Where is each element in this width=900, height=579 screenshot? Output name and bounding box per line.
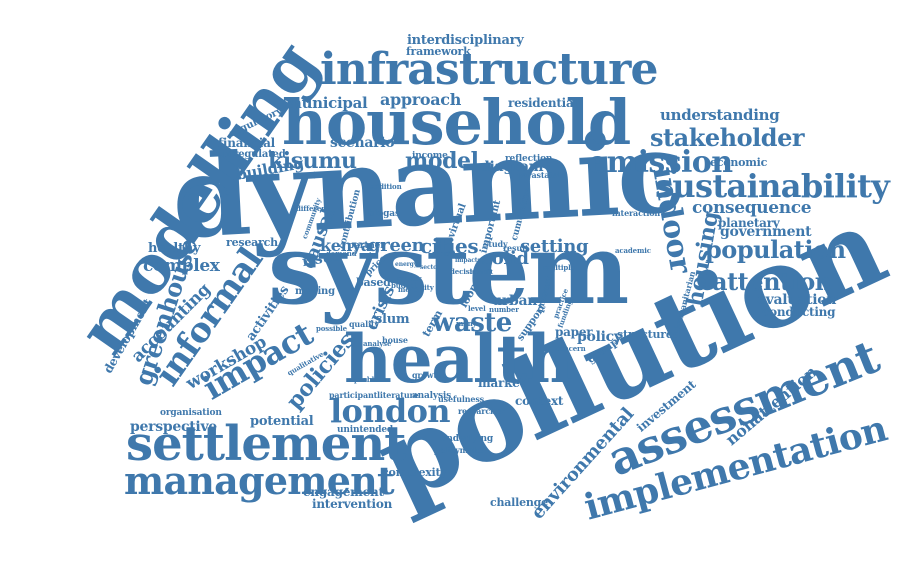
word-concern: concern bbox=[555, 344, 586, 353]
word-planetary: planetary bbox=[718, 216, 780, 230]
word-researcher: researcher bbox=[458, 406, 505, 416]
word-policymaker: policymaker bbox=[434, 445, 488, 455]
word-healthy: healthy bbox=[148, 241, 201, 256]
word-model: model bbox=[405, 148, 479, 174]
word-literature: literature bbox=[377, 390, 419, 400]
word-management: management bbox=[124, 458, 395, 503]
word-scenario: scenario bbox=[330, 135, 395, 151]
word-different: different bbox=[296, 204, 330, 213]
word-budget: budget bbox=[391, 281, 418, 290]
word-level: level bbox=[468, 304, 486, 313]
word-academic: academic bbox=[615, 246, 651, 255]
word-population: population bbox=[705, 235, 846, 264]
word-energy: energy bbox=[395, 261, 418, 268]
word-impacts: impacts bbox=[455, 257, 481, 264]
word-research: research bbox=[226, 236, 278, 249]
word-solid: solid bbox=[482, 248, 529, 269]
word-policy: policy bbox=[577, 329, 622, 345]
word-number: number bbox=[489, 305, 519, 314]
word-context: context bbox=[515, 394, 564, 408]
word-unregulated: unregulated bbox=[219, 149, 286, 160]
word-quality: quality bbox=[349, 319, 379, 329]
word-result: result bbox=[503, 243, 529, 253]
word-green: green bbox=[368, 235, 425, 256]
word-stakeholder: stakeholder bbox=[650, 123, 805, 152]
word-conducting: conducting bbox=[762, 305, 836, 319]
word-decision: decision bbox=[450, 267, 482, 276]
word-framework: framework bbox=[406, 45, 471, 58]
word-challenge: challenge bbox=[490, 496, 548, 509]
word-house: house bbox=[382, 335, 408, 345]
word-structured: structured bbox=[617, 328, 681, 341]
word-problem: problem bbox=[354, 375, 386, 384]
word-maker: maker bbox=[397, 274, 422, 283]
word-more: more bbox=[398, 285, 418, 294]
word-participant: participant bbox=[329, 390, 378, 400]
word-analyse: analyse bbox=[363, 339, 392, 348]
word-potential: potential bbox=[250, 414, 314, 429]
word-sector: sector bbox=[420, 264, 441, 271]
word-household: household bbox=[282, 86, 631, 159]
word-interaction: interaction bbox=[612, 208, 661, 218]
word-approach: approach bbox=[380, 90, 462, 109]
word-kenya: kenya bbox=[320, 236, 371, 255]
word-partner: partner bbox=[348, 241, 385, 251]
word-emission: emission bbox=[588, 145, 733, 180]
word-setting: setting bbox=[520, 236, 589, 257]
word-moving: moving bbox=[295, 286, 335, 297]
word-system: system bbox=[268, 213, 629, 326]
word-parastatals: parastatals bbox=[517, 170, 566, 180]
word-london: london bbox=[330, 392, 451, 430]
word-health: health bbox=[344, 320, 574, 398]
word-based: based bbox=[356, 276, 391, 289]
word-complex: complex bbox=[143, 256, 220, 276]
word-many: many bbox=[456, 319, 477, 328]
word-addition: addition bbox=[370, 182, 402, 191]
word-unintended: unintended bbox=[337, 425, 393, 435]
word-reflection: reflection bbox=[505, 154, 553, 164]
word-cities: cities bbox=[420, 234, 479, 258]
word-demand: demand bbox=[326, 249, 357, 258]
word-income: income bbox=[412, 151, 448, 161]
word-attention: attention bbox=[712, 267, 832, 296]
word-paper: paper bbox=[555, 325, 593, 339]
word-slum: slum bbox=[375, 312, 410, 327]
word-infrastructure: infrastructure bbox=[320, 44, 658, 95]
word-city: city bbox=[420, 283, 434, 292]
word-economic: economic bbox=[710, 156, 768, 169]
word-study: study bbox=[484, 239, 508, 249]
word-multiple: multiple bbox=[543, 263, 575, 272]
word-sustainability: sustainability bbox=[655, 167, 890, 205]
word-organisation: organisation bbox=[160, 408, 222, 418]
word-perspective: perspective bbox=[130, 419, 217, 435]
word-local: local bbox=[437, 249, 456, 258]
word-settlement: settlement bbox=[126, 416, 406, 472]
word-biogas: biogas bbox=[368, 209, 400, 219]
word-benefit: benefit bbox=[470, 269, 493, 276]
word-consequence: consequence bbox=[692, 198, 812, 218]
word-government: government bbox=[720, 224, 812, 240]
word-waste: waste bbox=[432, 308, 512, 338]
word-engagement: engagement bbox=[303, 485, 384, 499]
word-usefulness: usefulness bbox=[438, 394, 485, 404]
word-possible: possible bbox=[316, 324, 347, 333]
word-kisumu: kisumu bbox=[268, 148, 357, 174]
word-complexity: complexity bbox=[382, 466, 447, 479]
word-growth: growth bbox=[412, 370, 443, 380]
word-intervention: intervention bbox=[312, 497, 393, 511]
word-financial: financial bbox=[218, 136, 275, 150]
word-market: market bbox=[478, 376, 525, 390]
word-diagram: diagram bbox=[480, 159, 544, 175]
word-residential: residential bbox=[508, 96, 578, 110]
word-evaluation: evaluation bbox=[757, 292, 837, 308]
word-interdisciplinary: interdisciplinary bbox=[407, 33, 524, 48]
word-understanding: understanding bbox=[660, 106, 780, 124]
word-municipal: municipal bbox=[286, 94, 368, 112]
word-urban: urban bbox=[492, 293, 538, 309]
word-underlying: underlying bbox=[440, 434, 493, 444]
word-analysis: analysis bbox=[412, 391, 451, 401]
